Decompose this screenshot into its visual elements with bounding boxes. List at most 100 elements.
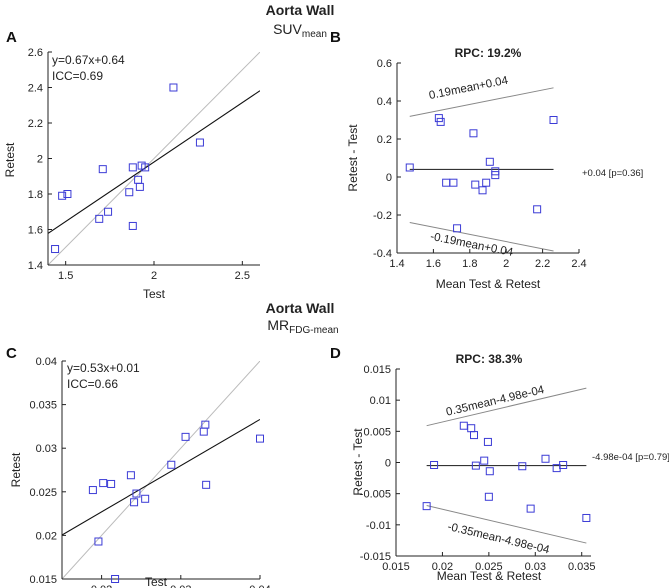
- panel-letter-c: C: [6, 345, 17, 362]
- y-tick-label: 2.6: [28, 47, 43, 59]
- bottom-subtitle-main: MR: [267, 317, 289, 333]
- y-tick-label: 0.2: [377, 134, 392, 146]
- y-tick-label: 2.4: [28, 83, 43, 95]
- data-point: [482, 178, 491, 187]
- y-axis-label: Retest: [3, 142, 17, 177]
- data-point: [480, 456, 489, 465]
- y-axis-label: Retest - Test: [351, 428, 365, 496]
- data-point: [526, 504, 535, 513]
- x-tick-label: 2.4: [571, 258, 586, 270]
- x-tick-label: 0.03: [170, 584, 191, 588]
- data-point: [141, 163, 150, 172]
- y-tick-label: 0.035: [29, 400, 57, 412]
- panel-letter-a: A: [6, 29, 17, 46]
- y-tick-label: 0: [386, 172, 392, 184]
- data-point: [559, 460, 568, 469]
- fit-annotation: y=0.67x+0.64: [52, 53, 125, 67]
- x-axis-label: Test: [143, 287, 166, 301]
- x-tick-label: 2.2: [535, 258, 550, 270]
- data-point: [107, 479, 116, 488]
- fit-annotation: ICC=0.66: [67, 377, 118, 391]
- data-point: [582, 513, 591, 522]
- data-point: [63, 190, 72, 198]
- data-point: [126, 471, 135, 480]
- panel-d-chart: 0.015 0.02 0.025 0.03 0.035 -0.015 -0.01 -0.005…: [351, 352, 669, 583]
- chart-title: RPC: 38.3%: [456, 352, 523, 366]
- data-point: [130, 498, 139, 507]
- x-tick-label: 0.03: [525, 561, 546, 573]
- panel-letter-d: D: [330, 345, 341, 362]
- y-tick-label: 1.6: [28, 225, 43, 237]
- top-section-subtitle: SUVmean: [273, 21, 327, 40]
- data-point: [128, 163, 137, 172]
- top-section-title: Aorta Wall: [266, 2, 335, 18]
- data-point: [491, 171, 500, 180]
- panel-a-chart: 1.5 2 2.5 1.4 1.6 1.8 2 2.2 2.4 2.6 Test Retest y=0.…: [3, 47, 260, 301]
- bottom-section-subtitle: MRFDG-mean: [267, 317, 338, 336]
- x-tick-label: 1.8: [462, 258, 477, 270]
- panel-letter-b: B: [330, 29, 341, 46]
- lower-limit-line: [409, 221, 554, 252]
- data-point: [518, 462, 527, 471]
- y-tick-label: 0.025: [29, 487, 57, 499]
- y-tick-label: 0.04: [36, 356, 57, 368]
- x-tick-label: 0.04: [249, 584, 270, 588]
- mean-line-label: +0.04 [p=0.36]: [582, 168, 643, 179]
- x-tick-label: 1.5: [58, 270, 73, 282]
- y-tick-label: 0.005: [363, 426, 391, 438]
- plot-area: [409, 87, 554, 252]
- data-point: [58, 191, 67, 200]
- panel-b-chart: 1.4 1.6 1.8 2 2.2 2.4 -0.4 -0.2 0 0.2 0.4 0.6 Mean T…: [346, 46, 643, 291]
- bottom-subtitle-sub: FDG-mean: [289, 325, 338, 336]
- data-point: [483, 437, 492, 446]
- x-tick-label: 0.02: [91, 584, 112, 588]
- y-axis-label: Retest - Test: [346, 124, 360, 192]
- y-axis-label: Retest: [9, 452, 23, 487]
- data-point: [88, 486, 97, 495]
- data-point: [181, 432, 190, 441]
- mean-line-label: -4.98e-04 [p=0.79]: [592, 452, 669, 463]
- data-point: [541, 454, 550, 463]
- y-tick-label: -0.2: [373, 210, 392, 222]
- plot-area: [62, 361, 260, 579]
- data-point: [104, 207, 113, 216]
- data-point: [51, 245, 60, 254]
- data-point: [128, 221, 137, 230]
- data-point: [430, 460, 439, 469]
- y-tick-label: 0.015: [363, 364, 391, 376]
- x-tick-label: 1.4: [389, 258, 404, 270]
- plot-area: [48, 52, 260, 265]
- x-tick-label: 0.035: [568, 561, 596, 573]
- identity-line: [62, 361, 260, 579]
- data-point: [471, 180, 480, 189]
- regression-line: [62, 418, 260, 536]
- y-tick-label: 0.01: [370, 395, 391, 407]
- top-subtitle-sub: mean: [302, 29, 327, 40]
- data-point: [141, 494, 150, 503]
- x-axis-label: Test: [145, 575, 168, 588]
- data-point: [436, 117, 445, 126]
- x-tick-label: 2.5: [235, 270, 250, 282]
- data-point: [199, 427, 208, 436]
- data-point: [471, 461, 480, 470]
- data-point: [99, 479, 108, 488]
- fit-annotation: y=0.53x+0.01: [67, 361, 140, 375]
- lower-limit-label: -0.35mean-4.98e-04: [446, 521, 551, 557]
- data-point: [485, 467, 494, 476]
- data-point: [453, 224, 462, 233]
- y-tick-label: 0.02: [36, 530, 57, 542]
- panel-c-chart: 0.02 0.03 0.04 0.015 0.02 0.025 0.03 0.035 0.04 T…: [9, 356, 271, 588]
- data-point: [135, 182, 144, 191]
- identity-line: [48, 52, 260, 265]
- upper-limit-label: 0.19mean+0.04: [428, 75, 510, 103]
- data-point: [201, 420, 210, 429]
- x-tick-label: 2: [503, 258, 509, 270]
- data-point: [169, 83, 178, 92]
- data-point: [449, 178, 458, 187]
- regression-line: [48, 90, 260, 234]
- data-point: [98, 165, 107, 174]
- data-point: [94, 537, 103, 546]
- y-tick-label: -0.005: [360, 489, 391, 501]
- upper-limit-line: [409, 87, 554, 117]
- top-subtitle-main: SUV: [273, 21, 302, 37]
